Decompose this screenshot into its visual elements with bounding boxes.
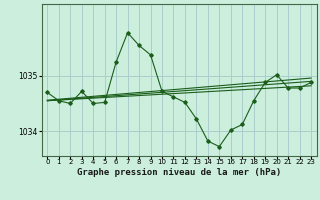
X-axis label: Graphe pression niveau de la mer (hPa): Graphe pression niveau de la mer (hPa): [77, 168, 281, 177]
